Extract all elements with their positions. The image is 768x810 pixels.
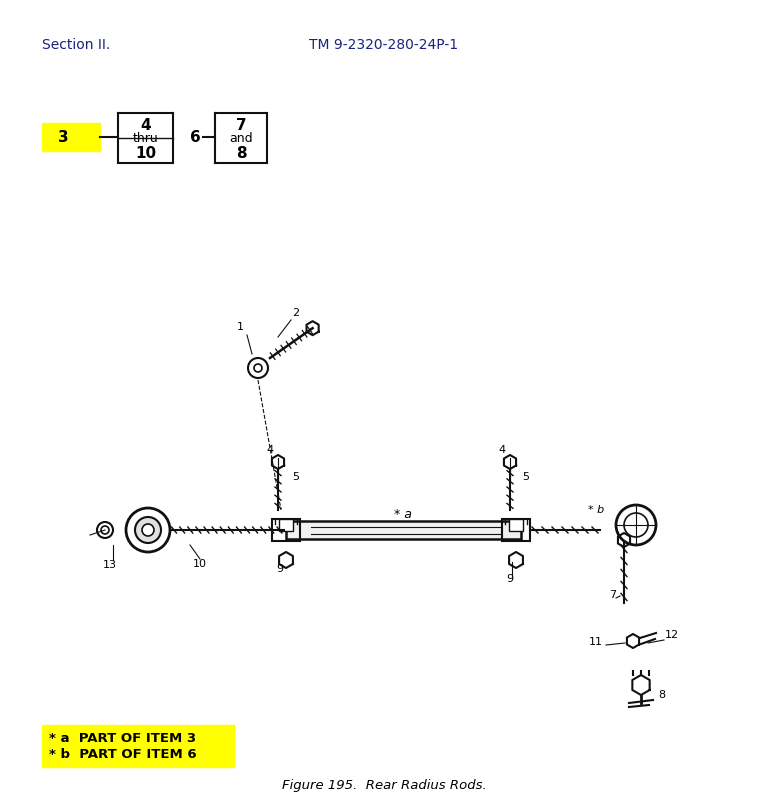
Text: * a  PART OF ITEM 3: * a PART OF ITEM 3 [49,731,196,744]
Text: 1: 1 [237,322,243,332]
Text: thru: thru [133,131,158,144]
Text: 9: 9 [276,564,283,574]
Circle shape [135,517,161,543]
Text: 5: 5 [522,472,529,482]
Text: 13: 13 [103,560,117,570]
Text: 11: 11 [589,637,603,647]
Circle shape [126,508,170,552]
Bar [272,519,300,541]
Text: 7: 7 [236,117,247,133]
Bar [279,519,293,531]
Text: 10: 10 [135,146,156,160]
Bar [42,725,234,767]
Text: 3: 3 [58,130,68,144]
Text: * a: * a [394,508,412,521]
Text: Figure 195.  Rear Radius Rods.: Figure 195. Rear Radius Rods. [282,778,486,791]
Text: 6: 6 [190,130,200,144]
Text: * b  PART OF ITEM 6: * b PART OF ITEM 6 [49,748,197,761]
Text: 9: 9 [506,574,514,584]
Text: 8: 8 [658,690,666,700]
Text: 4: 4 [266,445,273,455]
Text: 4: 4 [141,117,151,133]
Text: 4: 4 [498,445,505,455]
Text: 2: 2 [293,308,300,318]
Text: 12: 12 [665,630,679,640]
Text: and: and [229,131,253,144]
Bar [502,519,530,541]
Bar [286,521,521,539]
Text: * b: * b [588,505,604,515]
Text: 5: 5 [292,472,299,482]
Bar [509,519,523,531]
Text: 8: 8 [236,146,247,160]
Text: 10: 10 [193,559,207,569]
Circle shape [142,524,154,536]
Bar [42,123,100,151]
Text: 7: 7 [610,590,617,600]
Text: TM 9-2320-280-24P-1: TM 9-2320-280-24P-1 [310,38,458,52]
Text: Section II.: Section II. [42,38,111,52]
